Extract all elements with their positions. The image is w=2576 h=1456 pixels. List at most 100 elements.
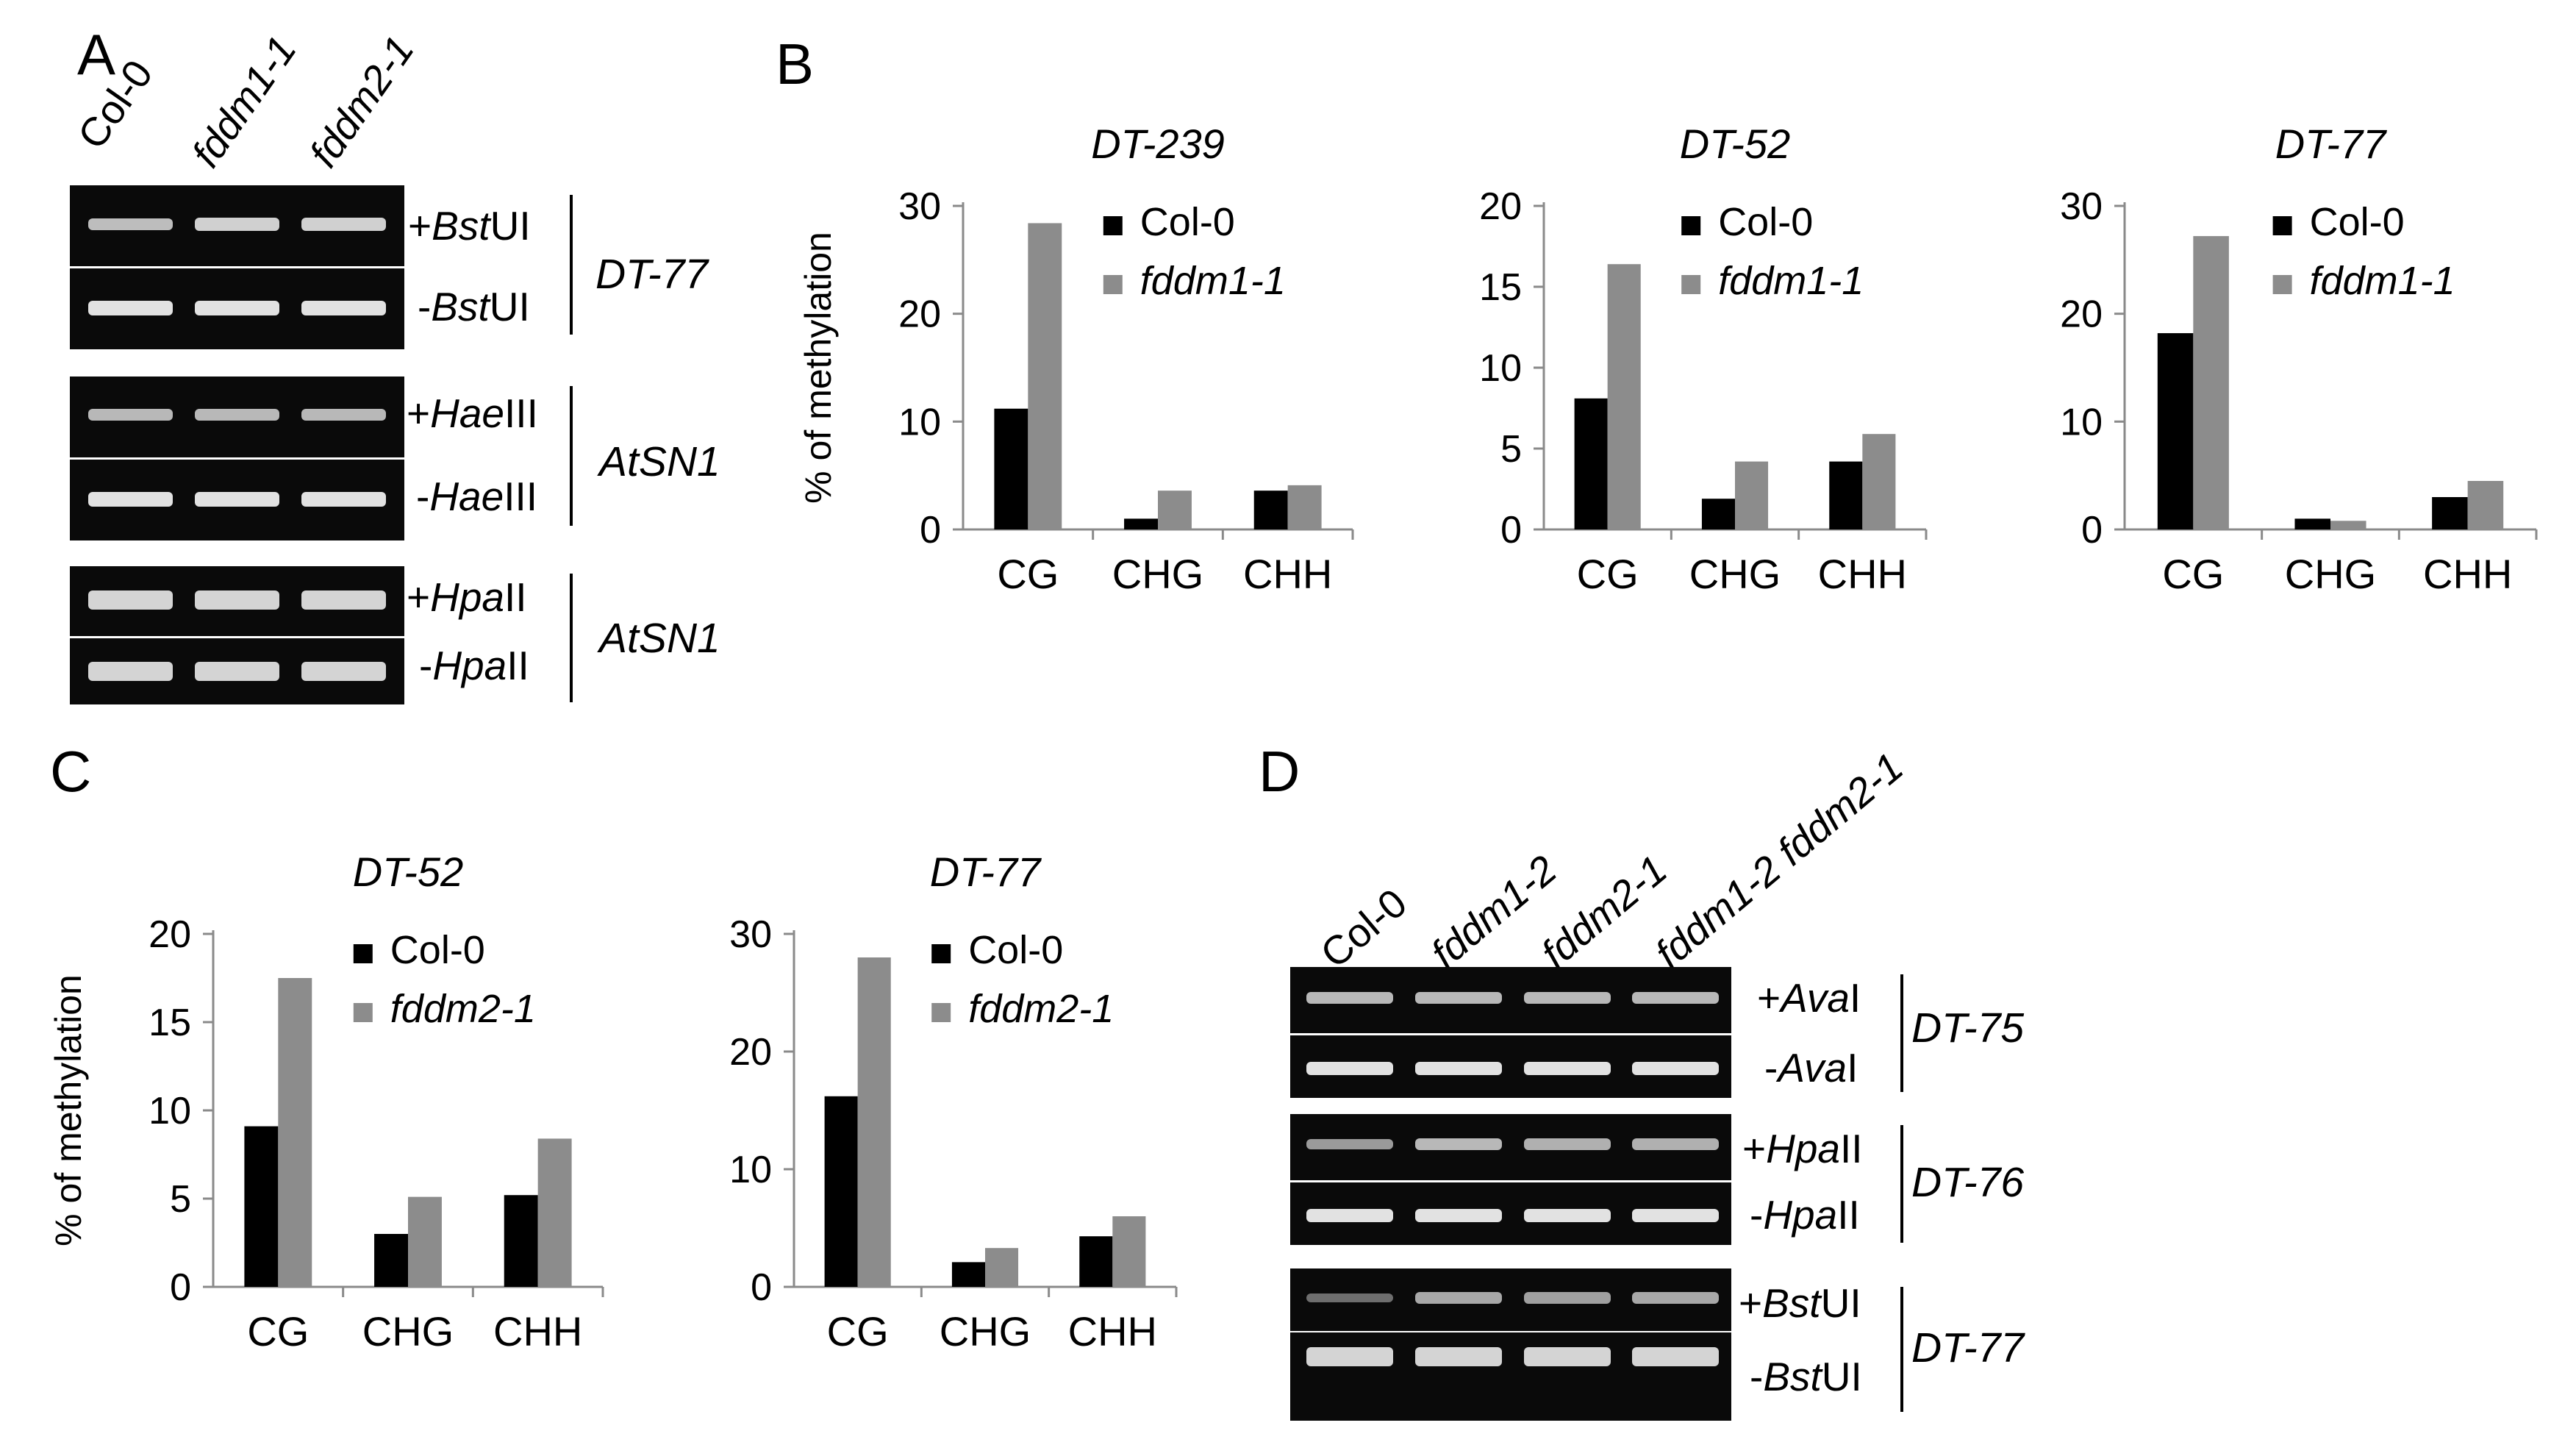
locus-bracket [1900, 1287, 1903, 1412]
legend-swatch [2272, 216, 2292, 235]
gel-image-plus-bstui [70, 185, 404, 266]
bar-series-2 [1158, 490, 1192, 529]
locus-bracket [1900, 974, 1903, 1092]
y-tick-label: 0 [2081, 509, 2103, 552]
gel-image-plus-avai [1290, 967, 1731, 1033]
x-tick-label: CHG [2285, 551, 2376, 597]
panel-label-a: A [77, 22, 116, 87]
y-tick-label: 10 [149, 1090, 191, 1132]
chart-b-dt77: DT-77 0 10 20 30 CG CHG CHH Col-0 fddm1-1 [2060, 121, 2538, 597]
panel-d-lane-label: Col-0 [1312, 879, 1416, 977]
x-tick-label: CG [1577, 551, 1639, 597]
panel-label-d: D [1259, 739, 1300, 804]
enzyme-label-plus: +HaeIII [407, 390, 538, 436]
locus-label: DT-76 [1911, 1159, 2025, 1206]
chart-c-dt52: DT-52 % of methylation 0 5 10 15 20 CG CHG CHH Col… [48, 849, 604, 1355]
legend-swatch [931, 944, 951, 963]
bar-series-2 [857, 957, 891, 1287]
bar-series-1 [374, 1234, 408, 1287]
gel-image-plus-hpaii [70, 566, 404, 636]
bar-series-2 [1862, 434, 1896, 529]
gel-image-plus-hpaii [1290, 1114, 1731, 1180]
y-tick-label: 5 [170, 1178, 191, 1221]
y-tick-label: 0 [170, 1266, 191, 1309]
locus-label: DT-75 [1911, 1004, 2025, 1052]
chart-title: DT-77 [2275, 121, 2387, 167]
y-axis-label: % of methylation [48, 974, 89, 1246]
gel-image-minus-hpaii [70, 638, 404, 704]
x-tick-label: CHH [1243, 551, 1332, 597]
enzyme-label-plus: +HpaII [407, 574, 527, 620]
gel-image-minus-haeiii [70, 460, 404, 540]
y-tick-label: 15 [149, 1002, 191, 1044]
bar-series-2 [1112, 1216, 1146, 1287]
panel-d-lane-label: fddm1-2 fddm2-1 [1646, 743, 1912, 977]
y-tick-label: 0 [751, 1266, 772, 1309]
panel-label-b: B [776, 32, 815, 96]
legend-swatch [931, 1003, 951, 1022]
legend-swatch [1103, 216, 1123, 235]
y-tick-label: 10 [729, 1149, 772, 1191]
legend-swatch [1681, 216, 1701, 235]
y-tick-label: 20 [149, 913, 191, 956]
gel-image-plus-haeiii [70, 377, 404, 457]
bar-series-1 [824, 1096, 858, 1287]
panel-a-lane-label: fddm1-1 [182, 27, 305, 176]
legend-swatch [353, 944, 373, 963]
y-axis-label: % of methylation [798, 232, 839, 504]
panel-d-lane-label: fddm1-2 [1422, 846, 1565, 977]
locus-bracket [570, 386, 573, 526]
x-tick-label: CHH [1068, 1308, 1157, 1355]
chart-title: DT-52 [1680, 121, 1790, 167]
legend-label: Col-0 [2310, 200, 2405, 244]
bar-series-1 [1829, 461, 1863, 529]
bar-series-2 [1735, 461, 1769, 529]
legend-label: Col-0 [1718, 200, 1813, 244]
y-tick-label: 30 [729, 913, 772, 956]
enzyme-label-minus: -HpaII [1750, 1192, 1860, 1238]
bar-series-1 [1079, 1236, 1113, 1287]
gel-image-minus-bstui [70, 268, 404, 349]
enzyme-label-minus: -AvaI [1764, 1045, 1858, 1091]
enzyme-label-minus: -HaeIII [416, 474, 538, 519]
x-tick-label: CHG [940, 1308, 1031, 1355]
y-tick-label: 20 [898, 293, 941, 336]
locus-bracket [1900, 1125, 1903, 1243]
y-tick-label: 15 [1479, 266, 1522, 309]
y-tick-label: 20 [729, 1031, 772, 1074]
x-tick-label: CHG [362, 1308, 454, 1355]
legend-label: fddm2-1 [968, 987, 1114, 1031]
bar-series-1 [1124, 518, 1158, 529]
y-tick-label: 10 [2060, 401, 2103, 443]
y-tick-label: 5 [1500, 428, 1522, 471]
legend-label: fddm1-1 [2310, 259, 2455, 303]
bar-series-1 [504, 1195, 538, 1287]
locus-label: AtSN1 [599, 615, 720, 662]
bar-series-1 [2432, 497, 2468, 529]
enzyme-label-plus: +BstUI [408, 203, 531, 249]
bar-series-1 [1253, 490, 1288, 529]
chart-c-dt77: DT-77 0 10 20 30 CG CHG CHH Col-0 fddm2-1 [729, 849, 1178, 1355]
bar-series-1 [2294, 518, 2330, 529]
x-tick-label: CHH [1818, 551, 1907, 597]
gel-image-minus-avai [1290, 1035, 1731, 1098]
legend-label: Col-0 [390, 928, 485, 972]
enzyme-label-minus: -HpaII [419, 643, 529, 688]
bar-series-2 [2467, 481, 2504, 529]
bar-series-2 [2330, 521, 2366, 529]
enzyme-label-minus: -BstUI [418, 284, 530, 329]
locus-bracket [570, 574, 573, 702]
bar-series-2 [1607, 264, 1641, 529]
bar-series-2 [1028, 223, 1062, 529]
legend-swatch [1103, 275, 1123, 294]
y-tick-label: 30 [2060, 185, 2103, 228]
enzyme-label-plus: +AvaI [1757, 975, 1861, 1021]
gel-image-plus-bstui [1290, 1268, 1731, 1331]
x-tick-label: CG [997, 551, 1059, 597]
enzyme-label-minus: -BstUI [1750, 1354, 1862, 1399]
bar-series-1 [1701, 499, 1735, 529]
legend-label: Col-0 [968, 928, 1063, 972]
chart-b-dt52: DT-52 0 5 10 15 20 CG CHG CHH Col-0 fddm1-1 [1479, 121, 1928, 597]
bar-series-2 [408, 1196, 442, 1287]
bar-series-2 [278, 978, 312, 1287]
